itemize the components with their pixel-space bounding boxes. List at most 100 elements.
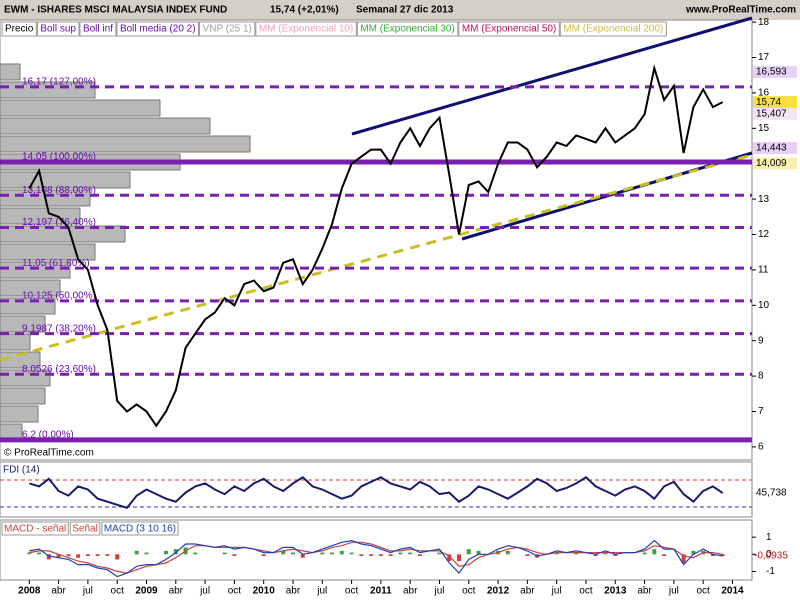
histogram-bar: [466, 549, 471, 555]
legend-entry: Boll sup: [40, 24, 76, 35]
legend-entry: VNP (25 1): [203, 24, 252, 35]
histogram-bar: [339, 550, 344, 555]
x-tick-label: 2014: [721, 586, 744, 597]
legend-box: [458, 21, 560, 37]
histogram-bar: [369, 554, 374, 556]
fib-label: 9,1987 (38,20%): [22, 323, 96, 334]
x-tick-label: jul: [433, 586, 444, 597]
y-tick-label: 1: [766, 532, 772, 543]
legend-entry: MACD - señal: [4, 524, 66, 535]
price-label: 15,407: [756, 109, 787, 120]
fib-label: 12,197 (76,40%): [22, 217, 96, 228]
y-tick-label: 17: [758, 52, 770, 63]
x-tick-label: oct: [111, 586, 125, 597]
histogram-bar: [232, 554, 237, 556]
x-tick-label: jul: [82, 586, 93, 597]
price-label: 15,74: [756, 97, 781, 108]
histogram-bar: [46, 554, 51, 560]
x-tick-label: 2013: [604, 586, 627, 597]
legend-entry: Precio: [5, 24, 34, 35]
legend-box: [1, 21, 37, 37]
legend-box: [101, 521, 179, 536]
series-line: [28, 64, 724, 428]
x-tick-label: abr: [51, 586, 66, 597]
histogram-bar: [720, 554, 725, 556]
histogram-bar: [398, 552, 403, 555]
histogram-bar: [144, 552, 149, 555]
fib-label: 16,17 (127,00%): [22, 77, 96, 88]
histogram-bar: [554, 552, 559, 555]
x-tick-label: 2011: [370, 586, 392, 597]
legend-entry: Señal: [72, 524, 98, 535]
histogram-bar: [691, 550, 696, 555]
x-tick-label: 2008: [18, 586, 41, 597]
ema200-line: [0, 153, 753, 362]
legend-entry: MM (Exponencial 30): [360, 24, 454, 35]
price-label: 16,593: [756, 67, 787, 78]
histogram-bar: [349, 552, 354, 555]
histogram-bar: [437, 552, 442, 555]
legend-box: [356, 21, 459, 37]
histogram-bar: [173, 549, 178, 555]
x-tick-label: oct: [696, 586, 710, 597]
x-tick-label: 2010: [253, 586, 276, 597]
x-tick-label: oct: [228, 586, 242, 597]
histogram-bar: [115, 554, 120, 560]
title: EWM - ISHARES MSCI MALAYSIA INDEX FUND: [4, 5, 227, 16]
histogram-bar: [37, 552, 42, 555]
x-tick-label: oct: [462, 586, 476, 597]
x-tick-label: oct: [345, 586, 359, 597]
legend-entry: MM (Exponencial 200): [563, 24, 663, 35]
histogram-bar: [290, 552, 295, 555]
y-tick-label: 16: [758, 88, 770, 99]
x-tick-label: jul: [668, 586, 679, 597]
fib-label: 10,125 (50,00%): [22, 291, 96, 302]
histogram-bar: [603, 552, 608, 555]
x-tick-label: jul: [551, 586, 562, 597]
y-tick-label: 13: [758, 194, 770, 205]
histogram-bar: [476, 550, 481, 555]
fib-label: 11,05 (61,80%): [22, 258, 90, 269]
histogram-bar: [66, 554, 71, 556]
legend-entry: Boll media (20 2): [120, 24, 196, 35]
x-tick-label: abr: [169, 586, 184, 597]
legend-box: [36, 21, 80, 37]
change: 15,74 (+2,01%): [270, 5, 339, 16]
histogram-bar: [417, 554, 422, 556]
legend-entry: MM (Exponencial 50): [462, 24, 556, 35]
volume-profile: [0, 63, 251, 439]
histogram-bar: [76, 554, 81, 558]
y-tick-label: -1: [766, 566, 775, 577]
histogram-bar: [574, 552, 579, 555]
y-tick-label: 9: [758, 335, 764, 346]
y-tick-label: 7: [758, 406, 764, 417]
histogram-bar: [652, 549, 657, 555]
series-line: [29, 539, 723, 578]
macd-panel: [0, 519, 753, 581]
histogram-bar: [281, 550, 286, 555]
legend-box: [559, 21, 667, 37]
y-tick-label: 8: [758, 371, 764, 382]
histogram-bar: [525, 554, 530, 556]
histogram-bar: [56, 554, 61, 558]
histogram-bar: [359, 554, 364, 556]
legend-entry: MACD (3 10 16): [104, 524, 176, 535]
legend-box: [255, 21, 357, 37]
histogram-bar: [593, 554, 598, 556]
histogram-bar: [447, 554, 452, 562]
y-tick-label: 12: [758, 229, 770, 240]
copyright: © ProRealTime.com: [4, 448, 94, 459]
y-tick-label: 6: [758, 442, 764, 453]
current-value: 45,738: [756, 488, 787, 499]
histogram-bar: [261, 554, 266, 556]
period: Semanal 27 dic 2013: [356, 5, 454, 16]
histogram-bar: [408, 552, 413, 555]
y-tick-label: 0: [766, 549, 772, 560]
y-tick-label: 11: [758, 265, 769, 276]
series-line: [29, 541, 723, 574]
histogram-bar: [388, 554, 393, 556]
histogram-bar: [681, 554, 686, 563]
header-bar: [0, 0, 800, 20]
histogram-bar: [505, 550, 510, 555]
